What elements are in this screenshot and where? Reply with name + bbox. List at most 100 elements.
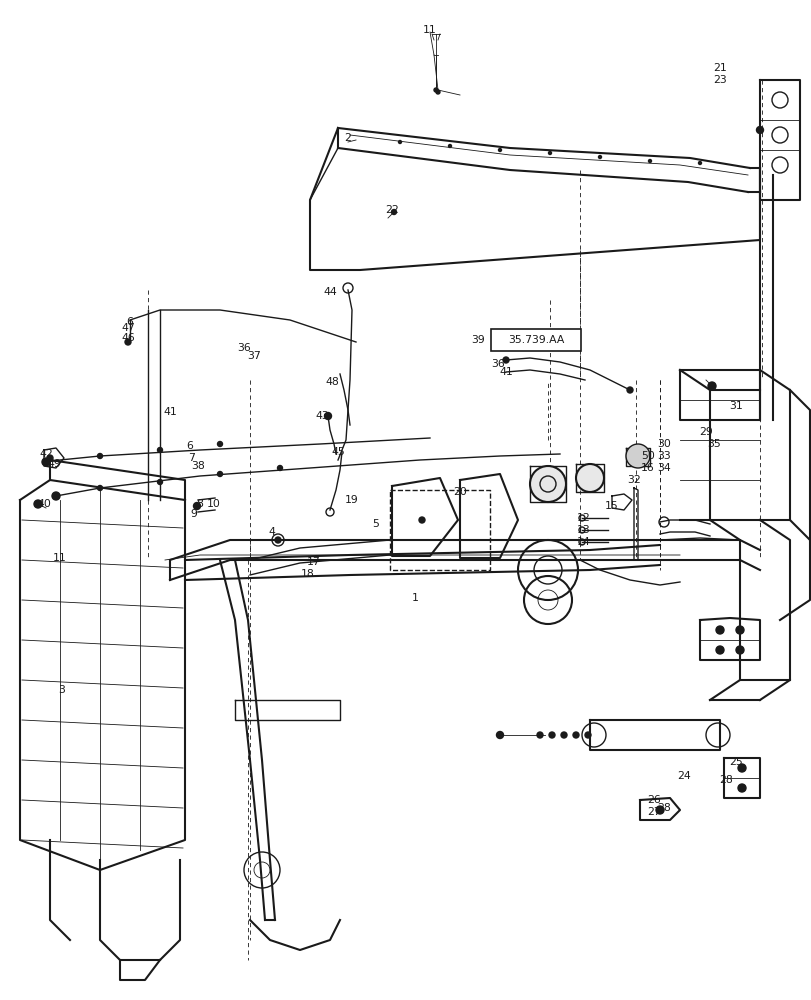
Circle shape — [560, 732, 566, 738]
Circle shape — [275, 537, 281, 543]
Text: 30: 30 — [656, 439, 670, 449]
Circle shape — [47, 455, 53, 461]
Text: 8: 8 — [196, 499, 204, 509]
Circle shape — [536, 732, 543, 738]
Circle shape — [648, 160, 650, 163]
Text: 18: 18 — [301, 569, 315, 579]
Circle shape — [125, 339, 131, 345]
Text: 4: 4 — [268, 527, 275, 537]
Circle shape — [217, 442, 222, 446]
Circle shape — [498, 149, 501, 152]
Text: 19: 19 — [345, 495, 358, 505]
Circle shape — [324, 412, 331, 420]
Text: 28: 28 — [656, 803, 670, 813]
Circle shape — [715, 646, 723, 654]
Text: 45: 45 — [331, 447, 345, 457]
Circle shape — [157, 448, 162, 452]
Text: 39: 39 — [470, 335, 484, 345]
Text: 7: 7 — [188, 453, 195, 463]
Text: 1: 1 — [411, 593, 418, 603]
Text: 50: 50 — [640, 451, 654, 461]
Text: 33: 33 — [656, 451, 670, 461]
Text: 47: 47 — [121, 323, 135, 333]
Text: 32: 32 — [626, 475, 640, 485]
Text: 13: 13 — [577, 525, 590, 535]
Text: 25: 25 — [728, 757, 742, 767]
Circle shape — [737, 764, 745, 772]
Circle shape — [735, 646, 743, 654]
Text: 16: 16 — [641, 463, 654, 473]
Circle shape — [418, 517, 424, 523]
Circle shape — [398, 141, 401, 144]
Circle shape — [737, 784, 745, 792]
Text: 38: 38 — [191, 461, 204, 471]
Circle shape — [626, 387, 633, 393]
Circle shape — [575, 464, 603, 492]
Circle shape — [391, 210, 396, 215]
Text: 3: 3 — [58, 685, 66, 695]
Text: 2: 2 — [344, 133, 351, 143]
Text: 46: 46 — [121, 333, 135, 343]
Circle shape — [433, 88, 437, 92]
Text: 27: 27 — [646, 807, 660, 817]
Circle shape — [530, 466, 565, 502]
Text: 22: 22 — [384, 205, 398, 215]
Text: 42: 42 — [39, 449, 53, 459]
Text: 31: 31 — [728, 401, 742, 411]
Circle shape — [735, 626, 743, 634]
Text: 20: 20 — [453, 487, 466, 497]
Text: 10: 10 — [207, 499, 221, 509]
Text: 11: 11 — [423, 25, 436, 35]
Text: 48: 48 — [324, 377, 338, 387]
Text: 41: 41 — [499, 367, 513, 377]
Text: 24: 24 — [676, 771, 690, 781]
Text: 40: 40 — [37, 499, 51, 509]
Circle shape — [496, 732, 503, 738]
Text: 49: 49 — [47, 459, 61, 469]
Circle shape — [277, 466, 282, 471]
Circle shape — [448, 145, 451, 148]
Text: 9: 9 — [191, 509, 197, 519]
Text: 17: 17 — [307, 557, 320, 567]
Circle shape — [548, 732, 554, 738]
Text: 36: 36 — [491, 359, 504, 369]
Text: 12: 12 — [577, 513, 590, 523]
Circle shape — [193, 502, 200, 510]
Text: 37: 37 — [247, 351, 260, 361]
Circle shape — [573, 732, 578, 738]
Circle shape — [697, 162, 701, 165]
Circle shape — [598, 156, 601, 159]
Text: 15: 15 — [604, 501, 618, 511]
Circle shape — [217, 472, 222, 477]
Circle shape — [715, 626, 723, 634]
Text: 11: 11 — [53, 553, 67, 563]
Circle shape — [502, 357, 508, 363]
Circle shape — [436, 90, 440, 94]
Text: 6: 6 — [187, 441, 193, 451]
Circle shape — [97, 486, 102, 490]
Text: 41: 41 — [163, 407, 177, 417]
Circle shape — [756, 127, 762, 134]
Text: 34: 34 — [656, 463, 670, 473]
Text: 43: 43 — [315, 411, 328, 421]
Text: 28: 28 — [719, 775, 732, 785]
Circle shape — [97, 454, 102, 458]
Text: 21: 21 — [712, 63, 726, 73]
Text: 6: 6 — [127, 317, 133, 327]
Text: 29: 29 — [698, 427, 712, 437]
Text: 5: 5 — [372, 519, 379, 529]
FancyBboxPatch shape — [491, 329, 581, 351]
Text: 44: 44 — [323, 287, 337, 297]
Text: 26: 26 — [646, 795, 660, 805]
Circle shape — [52, 492, 60, 500]
Text: 23: 23 — [712, 75, 726, 85]
Circle shape — [547, 152, 551, 155]
Circle shape — [157, 480, 162, 485]
Circle shape — [34, 500, 42, 508]
Circle shape — [655, 806, 663, 814]
Text: 35: 35 — [706, 439, 720, 449]
Circle shape — [707, 382, 715, 390]
Circle shape — [625, 444, 649, 468]
Circle shape — [42, 458, 50, 466]
Text: 36: 36 — [237, 343, 251, 353]
